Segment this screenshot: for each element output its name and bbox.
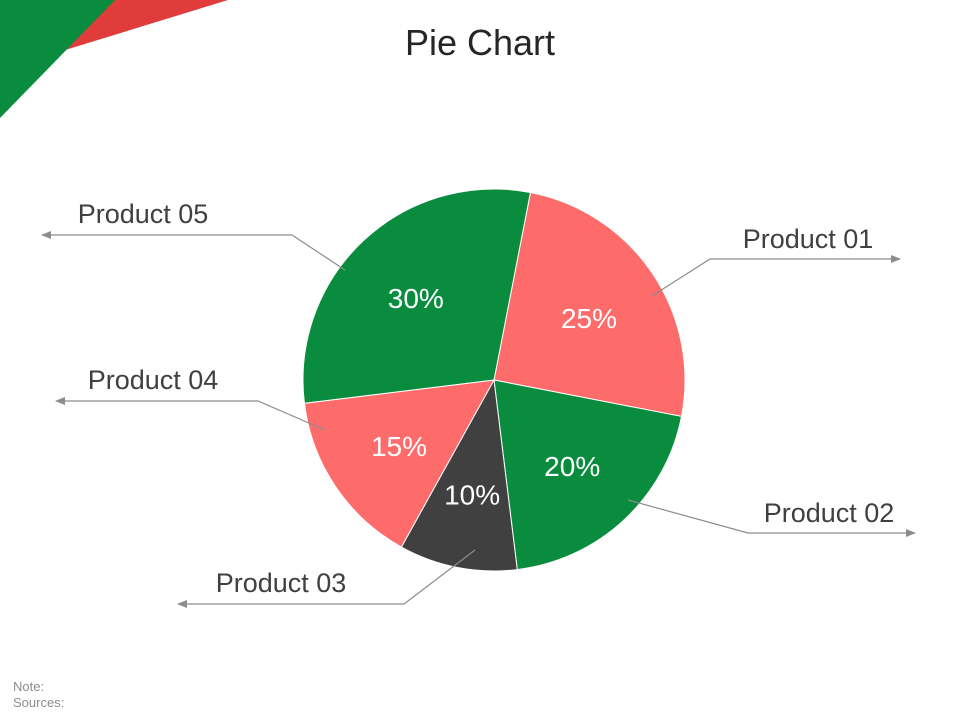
slice-value-label-product-04: 15% — [371, 431, 427, 462]
corner-decoration — [0, 0, 228, 118]
slice-value-label-product-05: 30% — [388, 283, 444, 314]
corner-green-shape — [0, 0, 115, 118]
slice-value-label-product-02: 20% — [544, 451, 600, 482]
footer-note: Note: — [13, 679, 45, 694]
pie-slice-product-05 — [302, 188, 532, 404]
pie-slice-product-02 — [493, 379, 683, 571]
category-label-product-02: Product 02 — [764, 498, 895, 528]
pie-slice-product-01 — [493, 191, 686, 418]
footer-sources: Sources: — [13, 695, 65, 710]
slice-value-label-product-01: 25% — [561, 303, 617, 334]
leader-line-product-01 — [651, 255, 901, 297]
pie-slice-product-03 — [400, 378, 518, 572]
footer: Note: Sources: — [13, 679, 64, 711]
slice-value-label-product-03: 10% — [444, 480, 500, 511]
leader-line-product-03 — [177, 549, 476, 608]
leader-line-product-04 — [55, 397, 326, 431]
leader-line-product-05 — [41, 231, 346, 271]
category-label-product-03: Product 03 — [216, 568, 347, 598]
category-label-product-04: Product 04 — [88, 365, 219, 395]
leader-line-product-02 — [627, 499, 916, 537]
chart-title: Pie Chart — [404, 22, 556, 63]
category-label-product-05: Product 05 — [78, 199, 209, 229]
pie-slice-product-04 — [303, 379, 495, 548]
category-label-product-01: Product 01 — [743, 224, 874, 254]
